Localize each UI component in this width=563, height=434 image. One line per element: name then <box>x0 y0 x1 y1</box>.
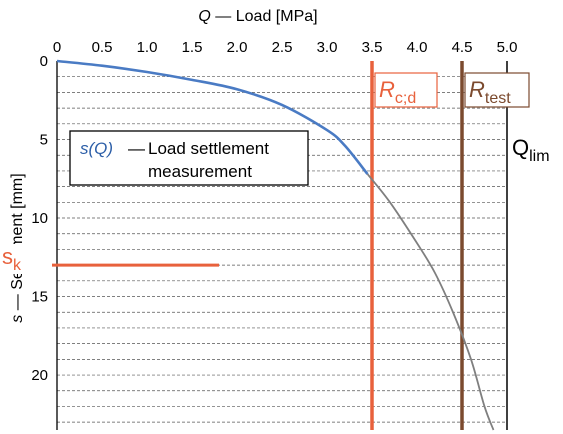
x-tick-label: 4.0 <box>407 39 428 56</box>
sk-label-box <box>2 244 52 274</box>
legend-dash: — <box>128 139 145 158</box>
qlim-label-box <box>509 132 561 166</box>
data-series <box>56 59 495 431</box>
legend-series-label: s(Q) <box>80 139 113 158</box>
qlim-label: Qlim <box>509 132 561 166</box>
rtest-label-text: Rtest <box>469 77 511 107</box>
qlim-label-text: Qlim <box>512 135 550 165</box>
y-tick-label: 5 <box>40 132 48 149</box>
legend: s(Q) — Load settlement measurement <box>69 130 309 186</box>
y-tick-label: 10 <box>31 210 48 227</box>
x-tick-label: 0 <box>53 39 61 56</box>
x-tick-label: 0.5 <box>92 39 113 56</box>
x-tick-label: 5.0 <box>497 39 518 56</box>
x-tick-label: 3.5 <box>362 39 383 56</box>
rcd-label-box <box>374 72 438 108</box>
legend-text-line1: Load settlement <box>148 139 269 158</box>
legend-text-line2: measurement <box>148 162 252 181</box>
x-tick-label: 1.5 <box>182 39 203 56</box>
rcd-label: Rc;d <box>374 72 438 108</box>
rtest-label: Rtest <box>464 72 530 108</box>
y-tick-label: 0 <box>40 53 48 70</box>
y-tick-labels: 0 5 10 15 20 <box>31 53 48 384</box>
x-tick-label: 3.0 <box>317 39 338 56</box>
x-tick-label: 2.0 <box>227 39 248 56</box>
y-tick-label: 20 <box>31 367 48 384</box>
sk-label-text: sk <box>2 244 22 274</box>
reference-vlines <box>370 61 508 430</box>
rcd-label-text: Rc;d <box>379 77 416 107</box>
measured-series-line <box>56 59 369 175</box>
legend-box <box>69 130 309 186</box>
sk-label: sk <box>2 244 52 274</box>
x-tick-label: 2.5 <box>272 39 293 56</box>
x-axis-label: Q — Load [MPa] <box>198 8 317 25</box>
grid-lines <box>57 76 507 423</box>
extrapolated-series-line <box>366 173 495 431</box>
y-tick-label: 15 <box>31 289 48 306</box>
x-tick-label: 1.0 <box>137 39 158 56</box>
x-tick-label: 4.5 <box>452 39 473 56</box>
x-tick-labels: 0 0.5 1.0 1.5 2.0 2.5 3.0 3.5 4.0 4.5 5.0 <box>53 39 518 56</box>
rtest-label-box <box>464 72 530 108</box>
